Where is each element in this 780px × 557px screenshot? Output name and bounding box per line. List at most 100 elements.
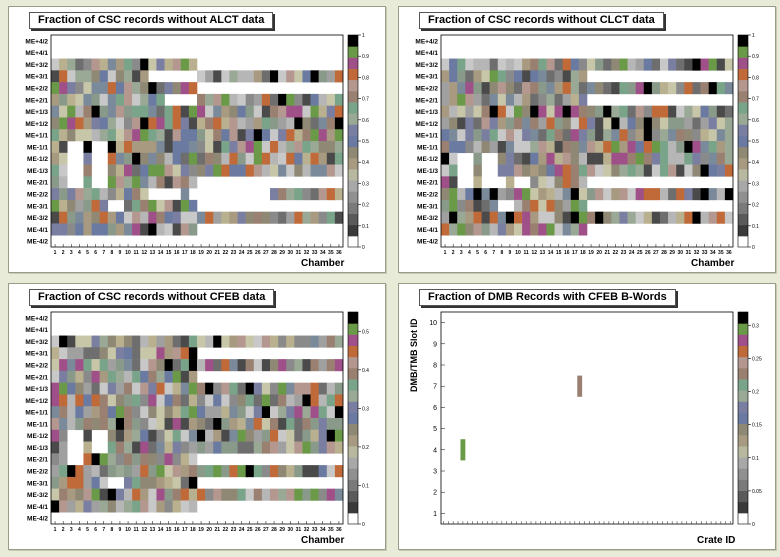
heatmap-cell: [546, 152, 555, 165]
heatmap-cell: [75, 117, 84, 130]
heatmap-cell: [213, 70, 222, 83]
heatmap-cell: [140, 176, 149, 189]
colorbar-segment: [348, 378, 358, 391]
heatmap-cell: [197, 406, 206, 419]
y-tick-label: ME-1/1: [27, 144, 48, 151]
heatmap-cell: [115, 223, 125, 236]
colorbar-tick-label: 0.05: [752, 489, 762, 495]
heatmap-cell: [570, 152, 580, 165]
heatmap-cell: [67, 347, 76, 360]
heatmap-cell: [651, 164, 661, 177]
heatmap-cell: [253, 152, 263, 165]
heatmap-cell: [229, 129, 238, 142]
heatmap-cell: [99, 93, 109, 106]
heatmap-cell: [270, 335, 279, 348]
x-tick-label: 28: [271, 527, 277, 533]
heatmap-cell: [302, 164, 311, 177]
heatmap-cell: [124, 476, 133, 489]
heatmap-cell: [132, 176, 141, 189]
heatmap-cell: [237, 418, 246, 431]
heatmap-cell: [148, 164, 157, 177]
colorbar-tick-label: 0.5: [752, 139, 759, 145]
heatmap-cell: [148, 347, 157, 360]
x-tick-label: 5: [476, 250, 479, 256]
colorbar-tick-label: 0.6: [362, 118, 369, 124]
y-tick-label: ME+4/1: [415, 50, 438, 57]
heatmap-cell: [562, 188, 572, 201]
heatmap-cell: [611, 82, 620, 95]
heatmap-cell: [724, 105, 734, 118]
heatmap-cell: [237, 129, 246, 142]
heatmap-cell: [51, 223, 60, 236]
heatmap-cell: [75, 359, 84, 372]
heatmap-cell: [270, 406, 279, 419]
heatmap-cell: [270, 152, 279, 165]
heatmap-cell: [67, 500, 76, 513]
y-tick-label: ME-2/2: [27, 192, 48, 199]
heatmap-cell: [124, 58, 133, 71]
heatmap-cell: [188, 347, 198, 360]
heatmap-cell: [497, 58, 507, 71]
heatmap-cell: [270, 359, 279, 372]
x-tick-label: 6: [94, 250, 97, 256]
heatmap-cell: [587, 164, 596, 177]
heatmap-cell: [684, 152, 693, 165]
heatmap-cell: [213, 382, 222, 395]
colorbar-segment: [738, 334, 748, 346]
heatmap-cell: [188, 406, 198, 419]
heatmap-cell: [578, 164, 588, 177]
heatmap-cell: [213, 441, 222, 454]
heatmap-cell: [278, 441, 287, 454]
heatmap-cell: [197, 93, 206, 106]
heatmap-cell: [124, 188, 133, 201]
heatmap-cell: [676, 117, 685, 130]
heatmap-cell: [132, 199, 141, 212]
heatmap-cell: [570, 164, 580, 177]
heatmap-cell: [449, 211, 458, 224]
heatmap-cell: [172, 164, 182, 177]
heatmap-cell: [164, 418, 173, 431]
heatmap-cell: [441, 129, 450, 142]
heatmap-cell: [457, 117, 466, 130]
heatmap-cell: [213, 164, 222, 177]
heatmap-cell: [449, 152, 458, 165]
colorbar-segment: [738, 79, 748, 92]
heatmap-cell: [180, 211, 190, 224]
x-tick-label: 9: [119, 527, 122, 533]
heatmap-cell: [132, 58, 141, 71]
heatmap-cell: [115, 188, 125, 201]
heatmap-cell: [197, 359, 206, 372]
heatmap-cell: [489, 117, 499, 130]
heatmap-cell: [59, 429, 68, 442]
heatmap-cell: [83, 453, 92, 466]
x-tick-label: 30: [677, 250, 683, 256]
heatmap-cell: [156, 453, 165, 466]
heatmap-cell: [237, 164, 246, 177]
heatmap-cell: [67, 359, 76, 372]
x-tick-label: 8: [110, 527, 113, 533]
heatmap-cell: [294, 359, 303, 372]
heatmap-cell: [538, 141, 547, 154]
heatmap-cell: [91, 418, 100, 431]
x-tick-label: 2: [62, 250, 65, 256]
heatmap-cell: [302, 429, 311, 442]
heatmap-cell: [522, 223, 531, 236]
heatmap-cell: [700, 188, 709, 201]
heatmap-cell: [115, 117, 125, 130]
heatmap-cell: [334, 429, 344, 442]
heatmap-cell: [197, 441, 206, 454]
heatmap-cell: [310, 105, 319, 118]
x-tick-label: 35: [328, 250, 334, 256]
heatmap-cell: [180, 359, 190, 372]
x-tick-label: 8: [500, 250, 503, 256]
y-tick-label: ME-4/1: [27, 227, 48, 234]
colorbar-tick-label: 0.3: [752, 181, 759, 187]
heatmap-cell: [156, 223, 165, 236]
heatmap-cell: [473, 199, 482, 212]
clct-heatmap: ME+4/2ME+4/1ME+3/2ME+3/1ME+2/2ME+2/1ME+1…: [415, 33, 759, 256]
heatmap-cell: [140, 418, 149, 431]
heatmap-cell: [140, 335, 149, 348]
x-tick-label: 35: [328, 527, 334, 533]
heatmap-cell: [156, 441, 165, 454]
heatmap-cell: [465, 129, 474, 142]
